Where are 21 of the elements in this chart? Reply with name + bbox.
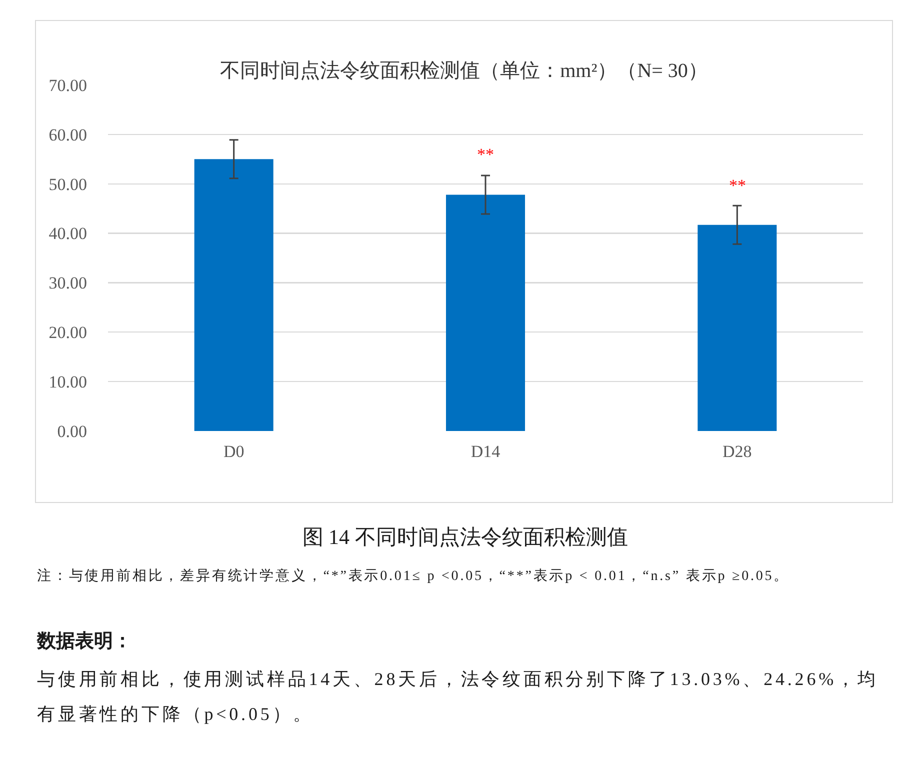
y-tick-label: 40.00 <box>48 224 87 244</box>
text: 数据表明： <box>37 630 133 654</box>
annotation: ** <box>729 176 746 195</box>
bar <box>698 224 777 431</box>
y-tick-label: 60.00 <box>48 125 87 144</box>
chart-title: 不同时间点法令纹面积检测值（单位：mm²）（N= 30） <box>220 60 708 82</box>
bar <box>446 194 526 431</box>
text: 与使用前相比，使用测试样品14天、28天后，法令纹面积分别下降了13.03%、24.26%，均有显著性的下降（p<0.05）。 <box>37 668 880 726</box>
x-tick-label: D14 <box>470 442 501 461</box>
y-tick-label: 50.00 <box>48 174 87 194</box>
bar <box>194 159 274 431</box>
text: 注：与使用前相比，差异有统计学意义，“*”表示0.01≤ p <0.05，“**”表示p < 0.01，“n.s” 表示p ≥0.05。 <box>37 567 791 585</box>
y-tick-label: 0.00 <box>57 422 87 441</box>
x-tick-label: D28 <box>722 442 752 461</box>
y-tick-label: 10.00 <box>48 372 87 392</box>
y-tick-label: 30.00 <box>48 274 87 293</box>
y-tick-label: 70.00 <box>48 76 87 95</box>
y-tick-label: 20.00 <box>48 323 87 342</box>
caption: 图 14 不同时间点法令纹面积检测值 <box>301 524 629 551</box>
annotation: ** <box>477 145 494 164</box>
x-tick-label: D0 <box>223 442 244 461</box>
